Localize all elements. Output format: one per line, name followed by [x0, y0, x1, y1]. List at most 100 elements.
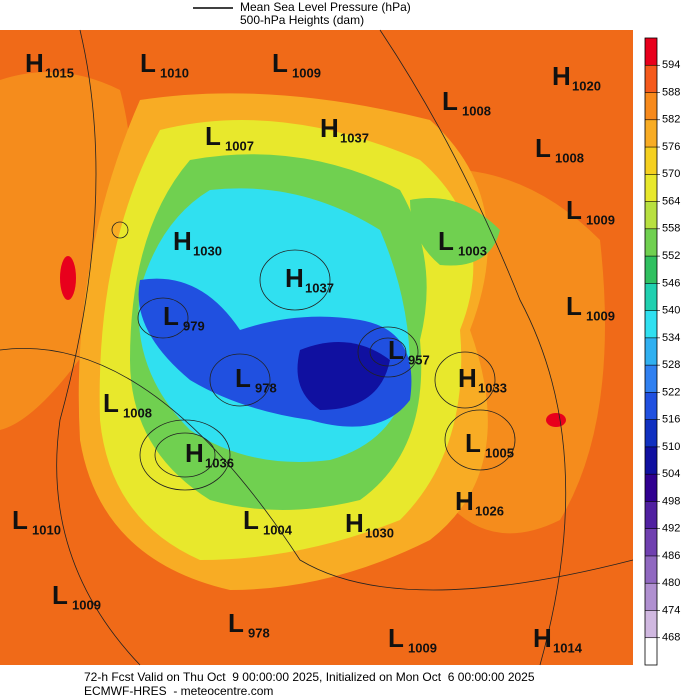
pressure-center: L 1009: [566, 291, 615, 324]
center-pressure: 1030: [365, 525, 394, 540]
center-pressure: 1014: [553, 640, 583, 655]
map-field: [0, 29, 634, 666]
colorbar-band: [645, 365, 657, 393]
center-pressure: 1004: [263, 522, 293, 537]
colorbar-band: [645, 446, 657, 475]
pressure-center: L 957: [388, 335, 430, 368]
pressure-center: L 1009: [272, 48, 321, 81]
colorbar-band: [645, 310, 657, 339]
center-type: L: [535, 133, 551, 163]
colorbar-tick-label: 588: [662, 86, 680, 98]
colorbar-band: [645, 392, 657, 421]
colorbar-frame: [644, 37, 658, 666]
center-pressure: 1033: [478, 380, 507, 395]
center-type: H: [345, 508, 364, 538]
footer-source: ECMWF-HRES - meteocentre.com: [84, 684, 273, 698]
colorbar-band: [645, 283, 657, 312]
center-pressure: 1003: [458, 243, 487, 258]
colorbar-tick-label: 504: [662, 468, 680, 480]
colorbar-band: [645, 201, 657, 230]
legend-label: Mean Sea Level Pressure (hPa): [240, 0, 411, 14]
colorbar-band: [645, 119, 657, 148]
colorbar-tick-label: 558: [662, 223, 680, 235]
colorbar-band: [645, 38, 657, 66]
center-pressure: 1030: [193, 243, 222, 258]
colorbar-tick-label: 534: [662, 332, 680, 344]
colorbar-band: [645, 147, 657, 175]
colorbar-tick-label: 510: [662, 441, 680, 453]
pressure-center: H 1037: [320, 113, 369, 146]
center-type: H: [533, 623, 552, 653]
pressure-center: H 1015: [25, 48, 74, 81]
center-type: L: [163, 301, 179, 331]
colorbar-band: [645, 228, 657, 257]
colorbar: 594 588 582 576 570 564 558 552 546 540 534 528 522 5…: [644, 37, 680, 666]
pressure-center: L 978: [235, 363, 277, 396]
colorbar-tick-label: 552: [662, 250, 680, 262]
pressure-center: L 1005: [465, 428, 514, 461]
pressure-center: L 978: [228, 608, 270, 641]
center-type: H: [455, 486, 474, 516]
center-pressure: 978: [255, 380, 277, 395]
center-type: L: [438, 226, 454, 256]
center-pressure: 1008: [462, 103, 491, 118]
center-pressure: 1010: [32, 522, 61, 537]
subtitle: 500-hPa Heights (dam): [240, 13, 364, 27]
pressure-center: H 1020: [552, 61, 601, 94]
center-pressure: 957: [408, 352, 430, 367]
colorbar-tick-label: 564: [662, 195, 680, 207]
pressure-center: L 979: [163, 301, 205, 334]
center-type: H: [25, 48, 44, 78]
center-type: H: [285, 263, 304, 293]
center-type: L: [566, 291, 582, 321]
center-pressure: 1009: [586, 308, 615, 323]
colorbar-band: [645, 555, 657, 584]
pressure-center: L 1008: [535, 133, 584, 166]
field-area: [0, 72, 132, 430]
pressure-center: H 1026: [455, 486, 504, 519]
center-pressure: 1037: [305, 280, 334, 295]
center-pressure: 1015: [45, 65, 74, 80]
center-pressure: 1037: [340, 130, 369, 145]
center-pressure: 1008: [123, 405, 152, 420]
pressure-center: H 1037: [285, 263, 334, 296]
colorbar-tick-label: 474: [662, 604, 680, 616]
center-type: L: [566, 195, 582, 225]
center-pressure: 1005: [485, 445, 514, 460]
center-type: H: [173, 226, 192, 256]
center-type: H: [552, 61, 571, 91]
pressure-center: L 1008: [442, 86, 491, 119]
center-type: L: [388, 335, 404, 365]
colorbar-tick-label: 570: [662, 168, 680, 180]
center-pressure: 1009: [292, 65, 321, 80]
colorbar-band: [645, 92, 657, 121]
colorbar-tick-label: 546: [662, 277, 680, 289]
center-type: L: [235, 363, 251, 393]
colorbar-tick-label: 522: [662, 386, 680, 398]
pressure-center: H 1036: [185, 438, 234, 471]
pressure-center: L 1007: [205, 121, 254, 154]
colorbar-band: [645, 528, 657, 557]
center-pressure: 1008: [555, 150, 584, 165]
pressure-center: H 1030: [173, 226, 222, 259]
colorbar-tick-label: 528: [662, 359, 680, 371]
center-type: L: [388, 623, 404, 653]
colorbar-band: [645, 474, 657, 502]
center-pressure: 1020: [572, 78, 601, 93]
colorbar-tick-label: 486: [662, 550, 680, 562]
center-type: L: [12, 505, 28, 535]
pressure-center: H 1030: [345, 508, 394, 541]
pressure-center: L 1009: [566, 195, 615, 228]
colorbar-tick-label: 516: [662, 414, 680, 426]
center-type: L: [465, 428, 481, 458]
colorbar-band: [645, 610, 657, 639]
pressure-center: L 1008: [103, 388, 152, 421]
colorbar-tick-label: 540: [662, 305, 680, 317]
field-area: [60, 256, 76, 300]
colorbar-band: [645, 501, 657, 530]
center-type: H: [320, 113, 339, 143]
pressure-center: L 1003: [438, 226, 487, 259]
center-type: L: [140, 48, 156, 78]
pressure-center: L 1010: [12, 505, 61, 538]
